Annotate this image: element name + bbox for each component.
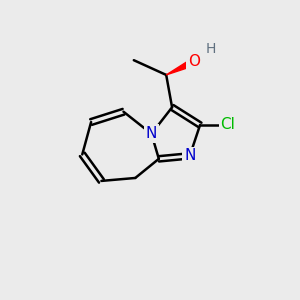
- Polygon shape: [166, 58, 196, 75]
- Text: Cl: Cl: [220, 118, 236, 133]
- Text: H: H: [205, 42, 215, 56]
- Text: O: O: [188, 54, 200, 69]
- Text: N: N: [146, 126, 157, 141]
- Text: N: N: [184, 148, 195, 164]
